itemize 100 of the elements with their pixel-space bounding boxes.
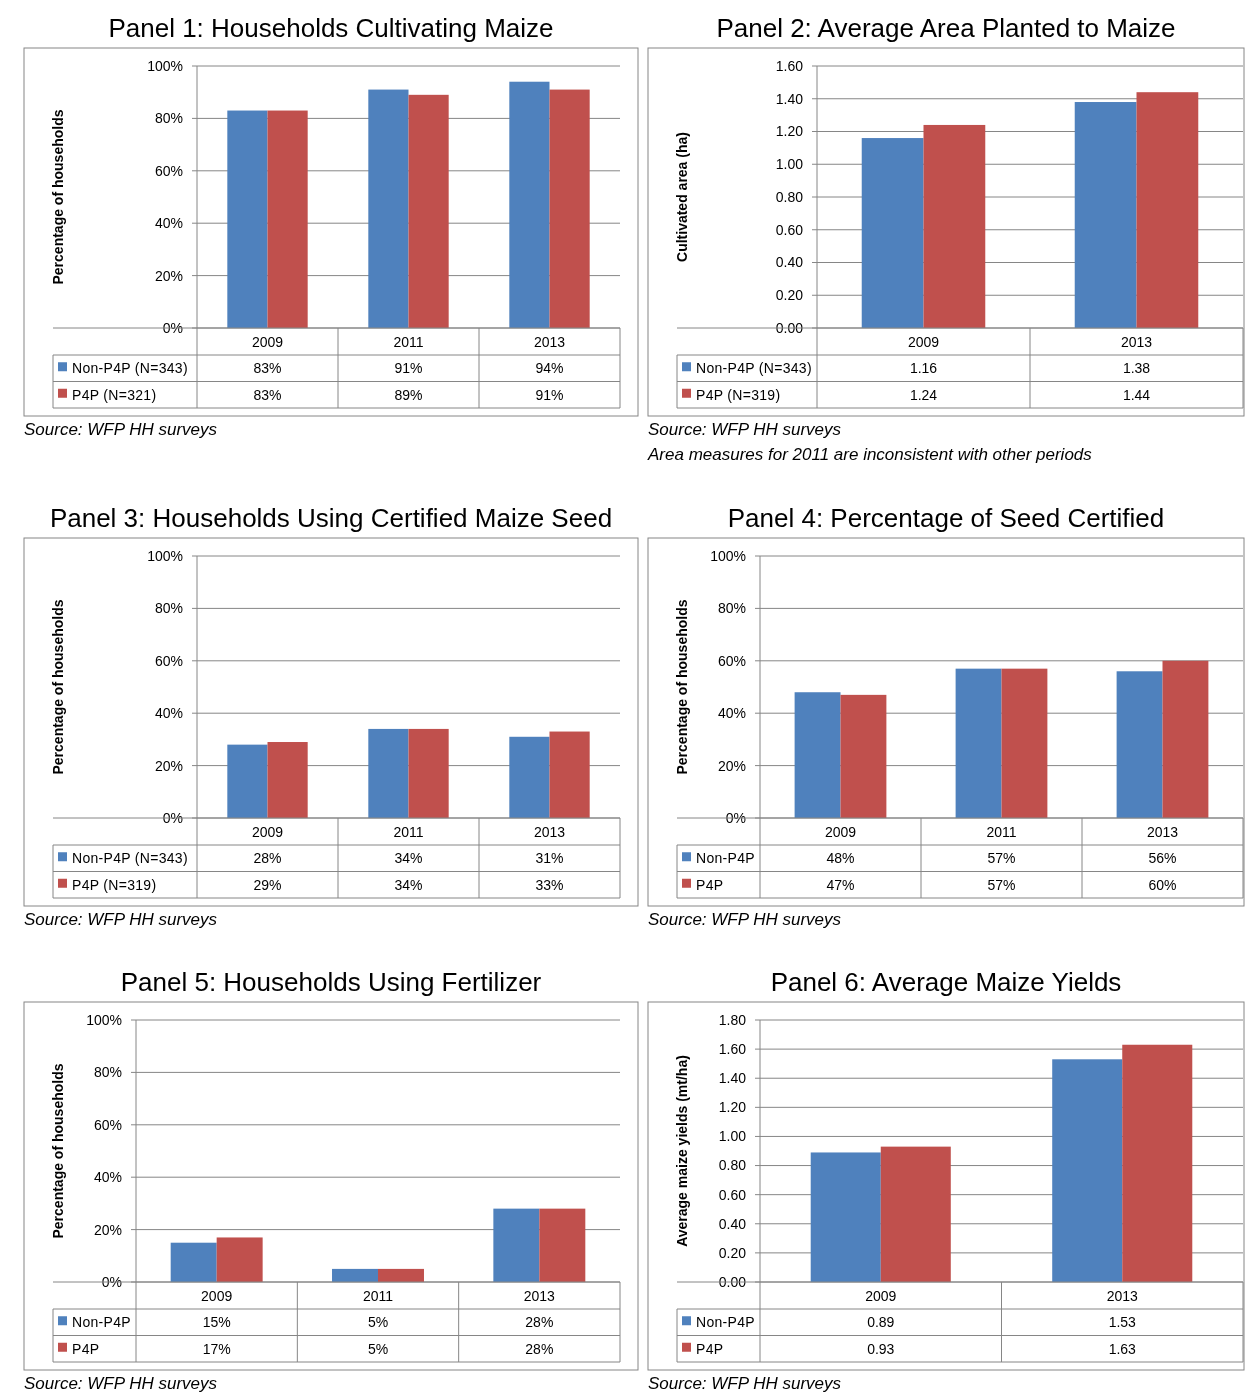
y-tick-label: 0.00	[718, 1273, 747, 1290]
y-tick-label: 0.20	[718, 1244, 747, 1261]
y-tick-label: 1.60	[718, 1041, 747, 1058]
data-label: 5%	[367, 1314, 389, 1331]
y-tick-label: 100%	[86, 1011, 122, 1028]
x-tick-label: 2013	[1146, 823, 1179, 840]
y-axis-title: Percentage of households	[49, 109, 66, 285]
x-tick-label: 2009	[201, 1287, 233, 1304]
bar	[408, 94, 449, 328]
bar	[840, 694, 887, 818]
y-tick-label: 80%	[154, 600, 183, 617]
bar	[1052, 1059, 1123, 1282]
legend-label: P4P (N=319)	[696, 386, 781, 403]
y-tick-label: 80%	[154, 110, 183, 127]
y-tick-label: 60%	[717, 652, 746, 669]
y-tick-label: 1.60	[775, 57, 804, 74]
data-label: 0.89	[867, 1314, 895, 1331]
y-tick-label: 0.80	[775, 188, 804, 205]
chart-title: Panel 2: Average Area Planted to Maize	[716, 13, 1176, 44]
y-tick-label: 100%	[147, 57, 183, 74]
y-tick-label: 0%	[162, 809, 183, 826]
y-tick-label: 1.20	[718, 1099, 747, 1116]
legend-label: P4P	[696, 1340, 724, 1357]
data-label: 1.24	[909, 386, 938, 403]
y-tick-label: 1.00	[775, 156, 804, 173]
x-tick-label: 2009	[824, 823, 857, 840]
bar	[955, 668, 1002, 818]
bar	[509, 81, 550, 328]
bar	[368, 89, 409, 328]
source-note: Source: WFP HH surveys	[648, 419, 842, 439]
chart-title: Panel 3: Households Using Certified Maize Seed	[49, 503, 613, 534]
data-label: 0.93	[867, 1340, 895, 1357]
data-label: 94%	[535, 360, 564, 377]
y-tick-label: 60%	[154, 652, 183, 669]
legend-label: P4P (N=321)	[72, 386, 157, 403]
x-tick-label: 2009	[251, 333, 284, 350]
chart-title: Panel 1: Households Cultivating Maize	[108, 13, 554, 44]
y-tick-label: 1.80	[718, 1011, 747, 1028]
legend-label: Non-P4P	[72, 1314, 131, 1331]
y-tick-label: 60%	[154, 162, 183, 179]
data-label: 31%	[535, 850, 564, 867]
bar	[794, 692, 841, 818]
x-tick-label: 2013	[533, 333, 566, 350]
data-label: 34%	[394, 876, 423, 893]
legend-label: Non-P4P	[696, 1314, 755, 1331]
bar	[880, 1146, 951, 1282]
data-label: 28%	[525, 1340, 554, 1357]
x-tick-label: 2013	[1106, 1287, 1139, 1304]
y-tick-label: 100%	[147, 547, 183, 564]
bar	[170, 1242, 217, 1282]
y-axis-title: Percentage of households	[49, 599, 66, 775]
data-label: 1.44	[1122, 386, 1151, 403]
data-label: 1.53	[1108, 1314, 1137, 1331]
y-tick-label: 0%	[725, 809, 746, 826]
bar	[549, 89, 590, 328]
y-tick-label: 40%	[154, 705, 183, 722]
data-label: 91%	[394, 360, 423, 377]
text: Area measures for 2011 are inconsistent with other periods	[647, 444, 1093, 464]
y-tick-label: 0.80	[718, 1157, 747, 1174]
data-label: 1.38	[1122, 360, 1151, 377]
data-label: 60%	[1148, 876, 1177, 893]
y-tick-label: 0.60	[718, 1186, 747, 1203]
data-label: 47%	[826, 876, 855, 893]
y-tick-label: 20%	[93, 1221, 122, 1238]
x-tick-label: 2013	[523, 1287, 556, 1304]
data-label: 15%	[202, 1314, 231, 1331]
bar	[1116, 671, 1163, 818]
legend-label: Non-P4P (N=343)	[72, 850, 188, 867]
source-note: Source: WFP HH surveys	[24, 1373, 218, 1393]
data-label: 34%	[394, 850, 423, 867]
bar	[1074, 102, 1137, 328]
source-note: Source: WFP HH surveys	[24, 909, 218, 929]
y-axis-title: Percentage of households	[673, 599, 690, 775]
bar	[861, 138, 924, 328]
bar	[216, 1237, 263, 1282]
legend-label: Non-P4P (N=343)	[696, 360, 812, 377]
y-tick-label: 20%	[154, 757, 183, 774]
data-label: 83%	[253, 360, 282, 377]
y-tick-label: 40%	[93, 1169, 122, 1186]
bar	[332, 1268, 378, 1282]
y-tick-label: 80%	[717, 600, 746, 617]
y-tick-label: 40%	[717, 705, 746, 722]
data-label: 91%	[535, 386, 564, 403]
legend-label: P4P (N=319)	[72, 876, 157, 893]
y-tick-label: 1.00	[718, 1128, 747, 1145]
y-tick-label: 40%	[154, 215, 183, 232]
x-tick-label: 2011	[986, 823, 1017, 840]
chart-title: Panel 5: Households Using Fertilizer	[120, 967, 542, 998]
data-label: 1.63	[1108, 1340, 1137, 1357]
y-tick-label: 20%	[717, 757, 746, 774]
x-tick-label: 2011	[393, 333, 424, 350]
legend-label: Non-P4P	[696, 850, 755, 867]
x-tick-label: 2009	[865, 1287, 897, 1304]
data-label: 1.16	[909, 360, 938, 377]
y-tick-label: 0.40	[775, 254, 804, 271]
legend-label: P4P	[696, 876, 724, 893]
y-axis-title: Cultivated area (ha)	[673, 132, 690, 262]
y-tick-label: 0.60	[775, 221, 804, 238]
bar	[923, 124, 986, 328]
source-note: Source: WFP HH surveys	[24, 419, 218, 439]
